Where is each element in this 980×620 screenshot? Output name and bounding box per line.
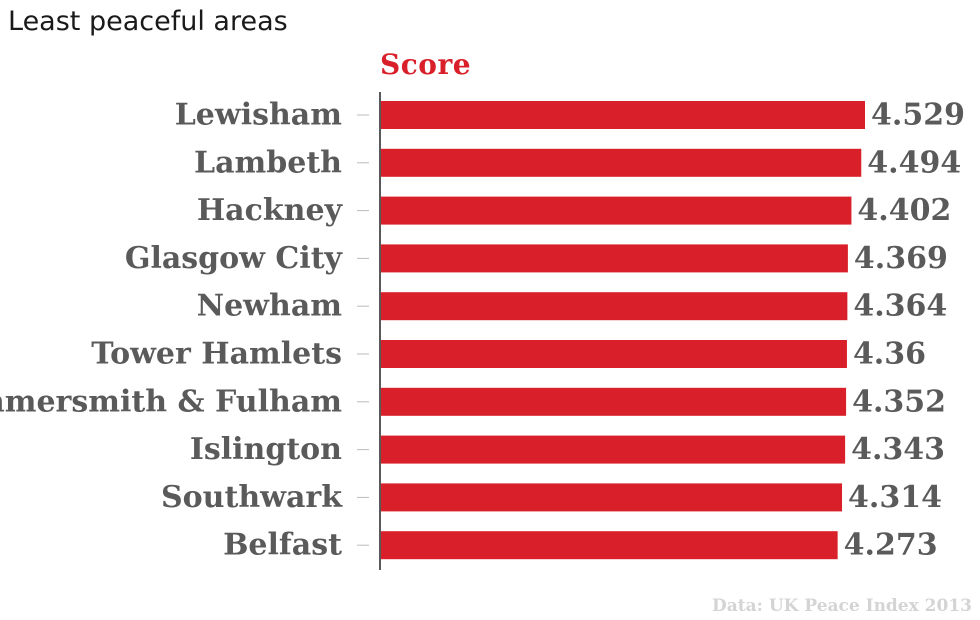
series-header: Score: [380, 48, 472, 81]
category-label: Hammersmith & Fulham: [0, 384, 342, 419]
bar-newham: [381, 292, 848, 321]
bar-southwark: [381, 483, 843, 512]
category-label: Newham: [197, 289, 343, 324]
value-label: 4.273: [844, 528, 938, 563]
bars: [381, 101, 865, 560]
value-label: 4.529: [871, 98, 965, 133]
bar-glasgow-city: [381, 244, 848, 273]
bar-lambeth: [381, 148, 862, 177]
category-label: Hackney: [197, 193, 344, 228]
value-labels: 4.529 4.494 4.402 4.369 4.364 4.36 4.352 4.343 4…: [844, 98, 965, 563]
value-label: 4.494: [867, 145, 961, 180]
category-label: Southwark: [161, 480, 343, 515]
category-label: Tower Hamlets: [91, 337, 342, 372]
value-label: 4.314: [848, 480, 942, 515]
value-label: 4.36: [853, 337, 926, 372]
category-label: Islington: [190, 432, 342, 467]
bar-belfast: [381, 531, 838, 560]
category-label: Belfast: [223, 528, 342, 563]
category-label: Glasgow City: [125, 241, 344, 276]
value-label: 4.364: [853, 289, 947, 324]
bar-tower-hamlets: [381, 340, 847, 368]
bar-hammersmith-fulham: [381, 387, 847, 416]
source-note: Data: UK Peace Index 2013: [712, 596, 972, 616]
category-ticks: [357, 114, 369, 546]
value-label: 4.402: [857, 193, 951, 228]
bar-islington: [381, 435, 846, 464]
category-labels: Lewisham Lambeth Hackney Glasgow City Newham…: [0, 98, 344, 563]
category-label: Lewisham: [175, 98, 343, 133]
bar-hackney: [381, 196, 852, 225]
chart-title: Least peaceful areas: [8, 6, 288, 37]
value-label: 4.369: [854, 241, 948, 276]
value-label: 4.343: [851, 432, 945, 467]
value-label: 4.352: [852, 384, 946, 419]
bar-lewisham: [381, 101, 865, 129]
category-label: Lambeth: [194, 145, 342, 180]
